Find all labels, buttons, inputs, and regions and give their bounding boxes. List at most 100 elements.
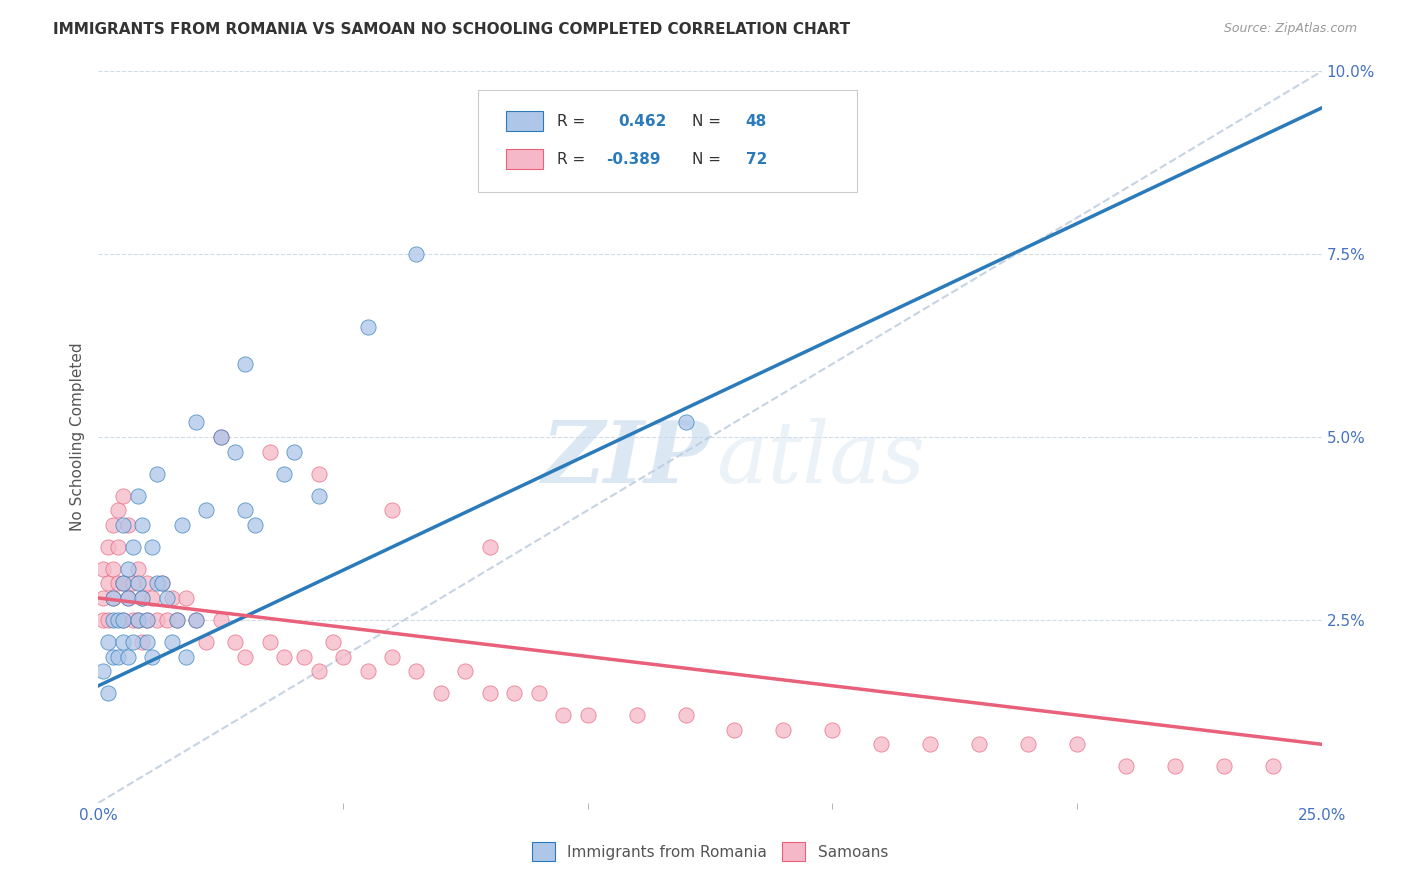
- Point: [141, 649, 163, 664]
- Text: 72: 72: [745, 152, 766, 167]
- Point: [91, 664, 114, 678]
- Text: N =: N =: [692, 152, 725, 167]
- Point: [111, 489, 134, 503]
- Point: [150, 576, 173, 591]
- Point: [1017, 737, 1039, 751]
- Point: [186, 613, 208, 627]
- Point: [117, 591, 139, 605]
- Point: [243, 517, 266, 532]
- Point: [1164, 759, 1187, 773]
- Point: [224, 444, 246, 458]
- Point: [332, 649, 354, 664]
- Point: [356, 664, 378, 678]
- Point: [127, 562, 149, 576]
- Point: [553, 708, 575, 723]
- Point: [101, 649, 124, 664]
- Text: atlas: atlas: [716, 417, 925, 500]
- Point: [97, 540, 120, 554]
- Point: [195, 635, 218, 649]
- Point: [405, 247, 427, 261]
- Point: [176, 649, 198, 664]
- FancyBboxPatch shape: [478, 90, 856, 192]
- Point: [127, 576, 149, 591]
- Point: [821, 723, 844, 737]
- Point: [1212, 759, 1234, 773]
- Point: [146, 576, 169, 591]
- Point: [273, 467, 295, 481]
- Point: [233, 649, 256, 664]
- Point: [131, 635, 153, 649]
- Point: [117, 562, 139, 576]
- Text: R =: R =: [557, 152, 591, 167]
- Point: [478, 540, 501, 554]
- Point: [107, 649, 129, 664]
- Point: [166, 613, 188, 627]
- Point: [224, 635, 246, 649]
- Point: [478, 686, 501, 700]
- Point: [156, 591, 179, 605]
- Point: [186, 613, 208, 627]
- Point: [503, 686, 526, 700]
- Point: [97, 635, 120, 649]
- Point: [101, 517, 124, 532]
- Point: [131, 591, 153, 605]
- Point: [675, 708, 697, 723]
- Point: [160, 591, 183, 605]
- Point: [121, 635, 143, 649]
- Point: [136, 613, 159, 627]
- Point: [156, 613, 179, 627]
- Point: [626, 708, 648, 723]
- Point: [136, 576, 159, 591]
- Legend: Immigrants from Romania, Samoans: Immigrants from Romania, Samoans: [531, 842, 889, 861]
- Point: [150, 576, 173, 591]
- Point: [176, 591, 198, 605]
- Point: [195, 503, 218, 517]
- Point: [107, 503, 129, 517]
- Point: [136, 635, 159, 649]
- Point: [308, 489, 330, 503]
- Point: [967, 737, 990, 751]
- Point: [141, 591, 163, 605]
- FancyBboxPatch shape: [506, 111, 544, 131]
- Text: -0.389: -0.389: [606, 152, 661, 167]
- Text: N =: N =: [692, 113, 725, 128]
- Point: [127, 613, 149, 627]
- Point: [259, 444, 281, 458]
- Point: [772, 723, 794, 737]
- Point: [576, 708, 599, 723]
- Point: [870, 737, 893, 751]
- Point: [117, 517, 139, 532]
- Point: [259, 635, 281, 649]
- Point: [111, 635, 134, 649]
- Point: [1066, 737, 1088, 751]
- Point: [97, 686, 120, 700]
- Point: [160, 635, 183, 649]
- Point: [308, 467, 330, 481]
- Point: [107, 576, 129, 591]
- Point: [111, 517, 134, 532]
- Point: [292, 649, 315, 664]
- Point: [170, 517, 193, 532]
- Point: [127, 613, 149, 627]
- Point: [131, 591, 153, 605]
- Point: [146, 467, 169, 481]
- Point: [1261, 759, 1284, 773]
- Point: [91, 562, 114, 576]
- Point: [675, 416, 697, 430]
- Text: R =: R =: [557, 113, 591, 128]
- Point: [131, 517, 153, 532]
- Point: [91, 591, 114, 605]
- Point: [107, 540, 129, 554]
- Point: [117, 591, 139, 605]
- Point: [1115, 759, 1137, 773]
- Point: [117, 649, 139, 664]
- Point: [101, 613, 124, 627]
- Point: [209, 430, 232, 444]
- Point: [101, 562, 124, 576]
- Text: IMMIGRANTS FROM ROMANIA VS SAMOAN NO SCHOOLING COMPLETED CORRELATION CHART: IMMIGRANTS FROM ROMANIA VS SAMOAN NO SCH…: [53, 22, 851, 37]
- Point: [430, 686, 453, 700]
- Point: [127, 489, 149, 503]
- Point: [527, 686, 550, 700]
- Point: [920, 737, 942, 751]
- Point: [308, 664, 330, 678]
